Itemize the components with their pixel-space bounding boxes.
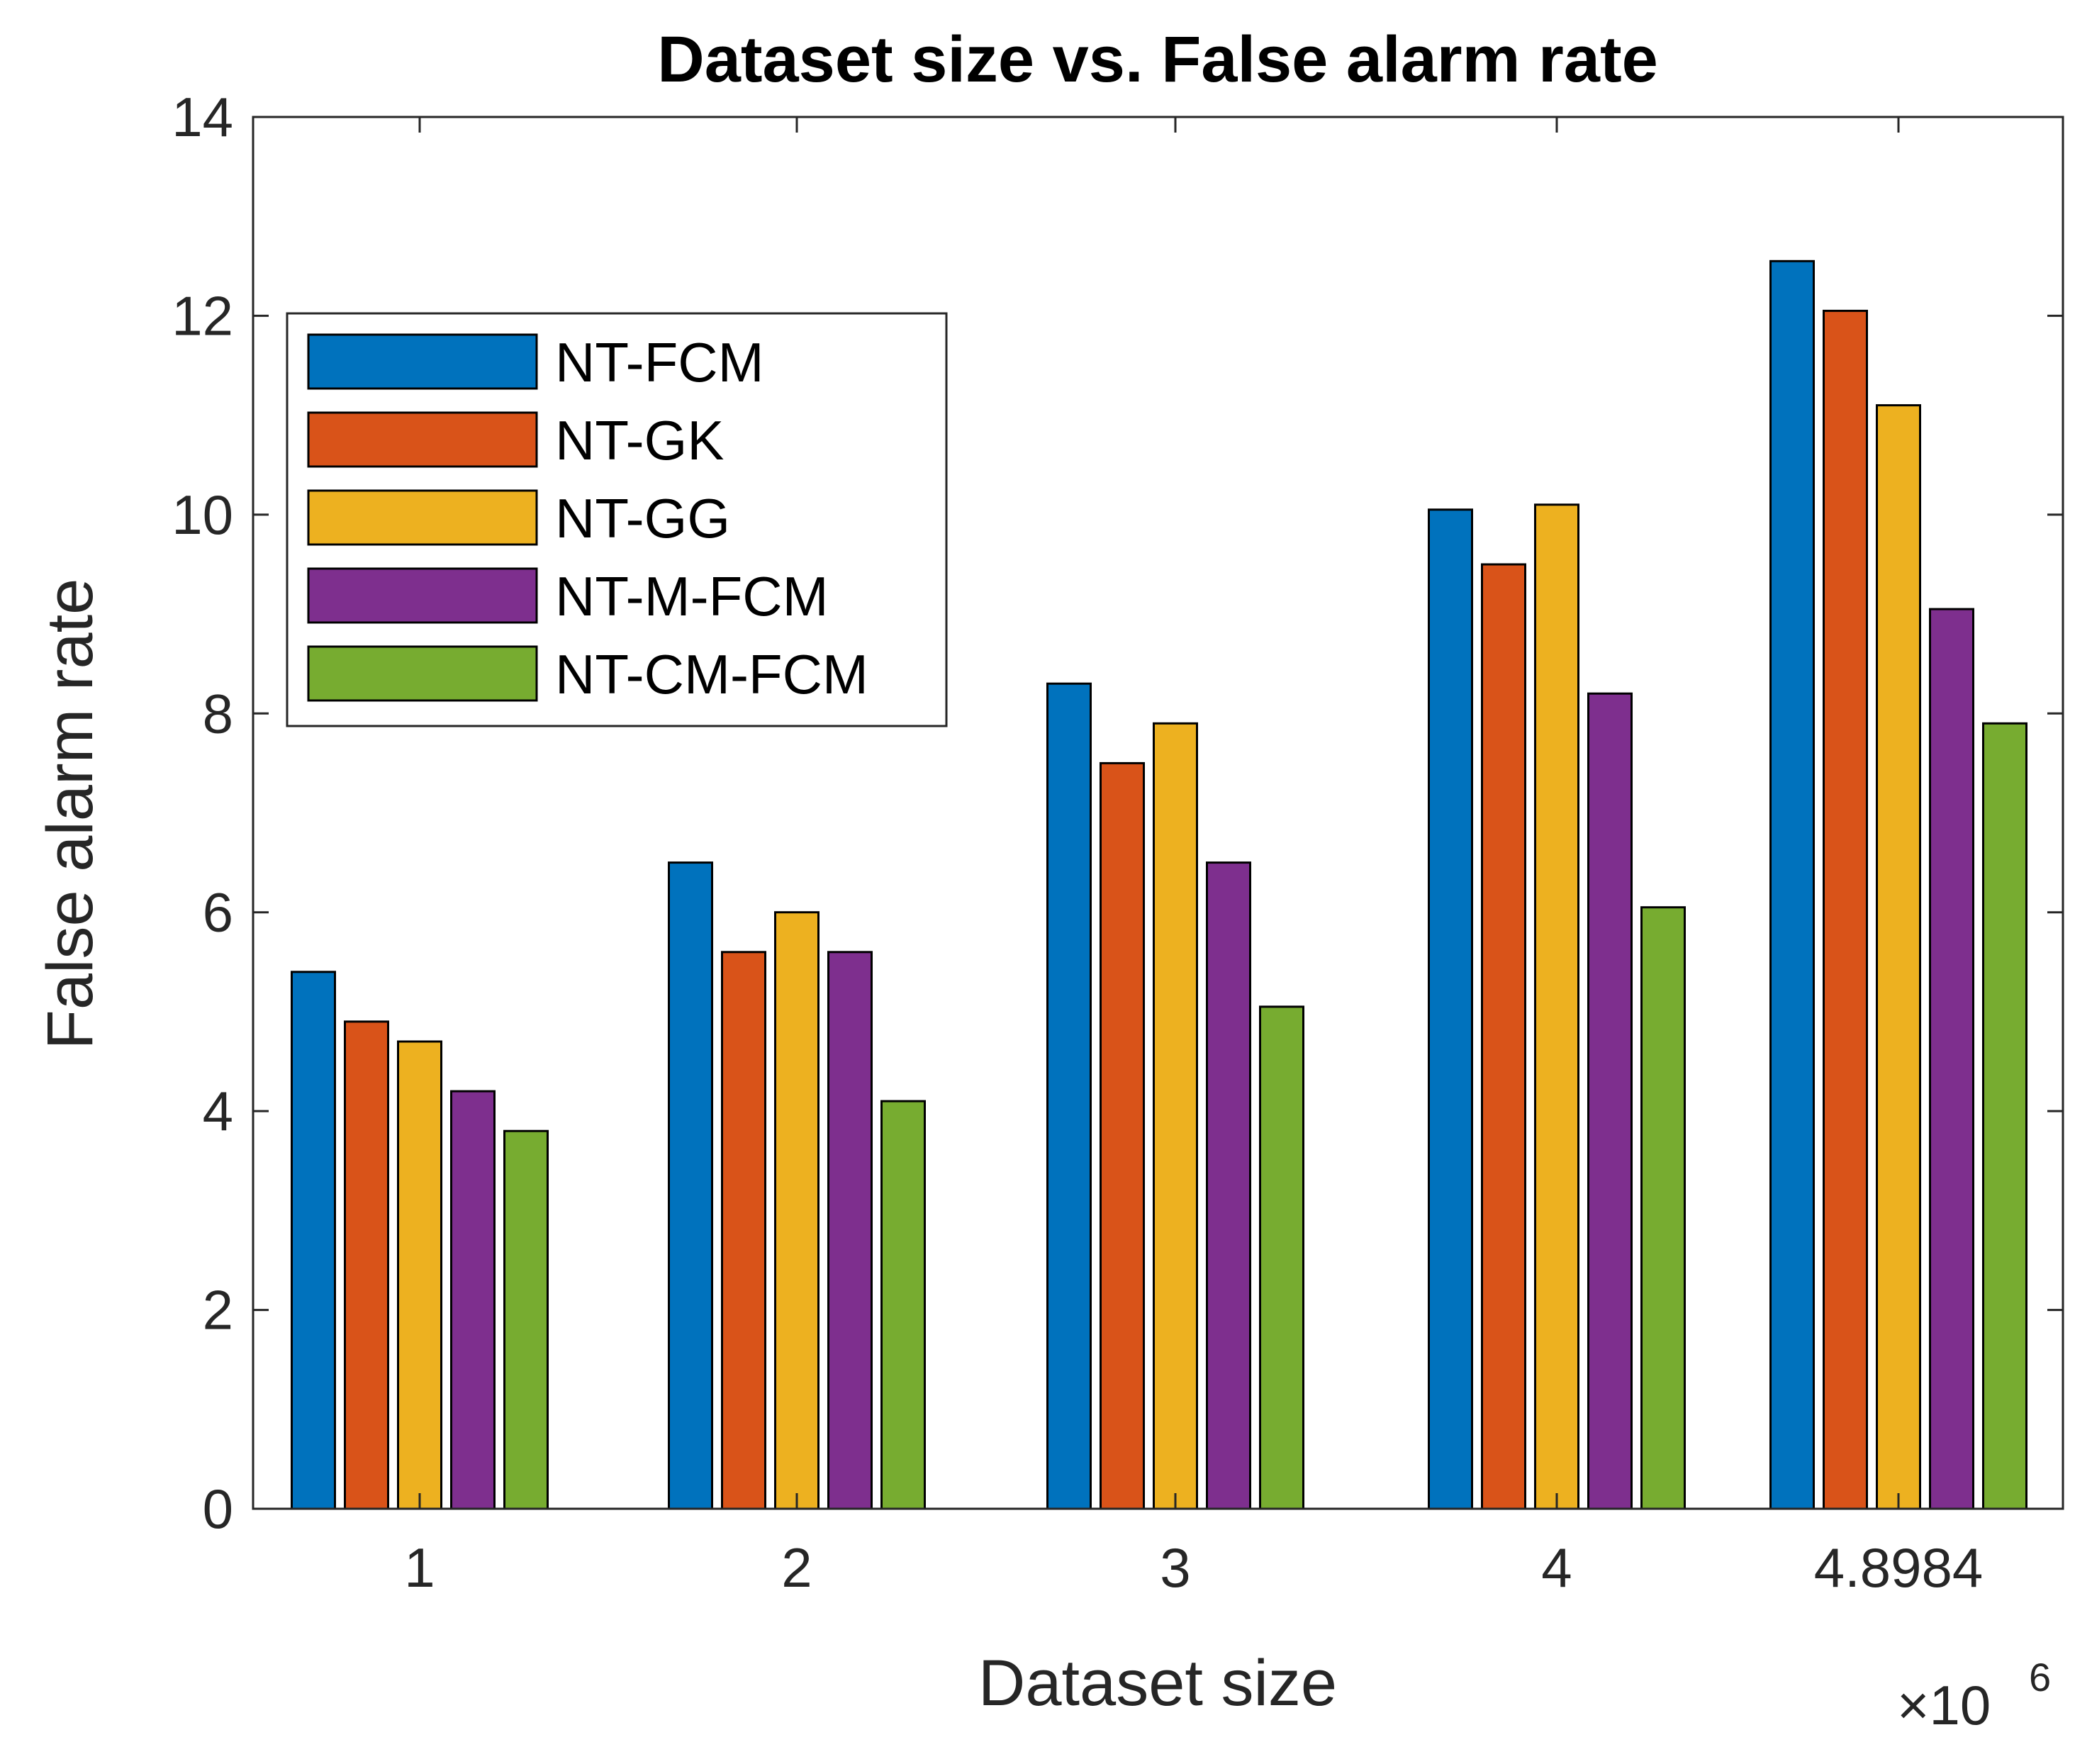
bar-nt-m-fcm-2: [1206, 861, 1251, 1510]
legend-swatch-nt-cm-fcm: [307, 645, 538, 702]
legend-swatch-nt-fcm: [307, 333, 538, 390]
legend-swatch-nt-gg: [307, 489, 538, 546]
plot-area: [291, 259, 2027, 1510]
x-multiplier-exponent: 6: [2029, 1655, 2051, 1699]
y-axis-label: False alarm rate: [34, 579, 106, 1050]
bar-nt-fcm-3: [1428, 508, 1473, 1510]
x-tick-label: 1: [404, 1536, 435, 1599]
bar-nt-gk-1: [721, 951, 766, 1510]
x-tick-label: 2: [781, 1536, 812, 1599]
bar-nt-m-fcm-1: [827, 951, 873, 1510]
bar-nt-gk-2: [1100, 761, 1145, 1510]
y-tick-label: 12: [172, 284, 233, 347]
y-tick-label: 4: [203, 1080, 233, 1142]
y-tick-label: 14: [172, 86, 233, 148]
bar-nt-m-fcm-4: [1929, 608, 1974, 1510]
legend-swatch-nt-m-fcm: [307, 567, 538, 624]
bar-nt-gk-3: [1481, 563, 1526, 1510]
legend-label-nt-fcm: NT-FCM: [555, 331, 764, 393]
bar-nt-gk-4: [1823, 309, 1868, 1510]
x-multiplier-base: ×10: [1897, 1674, 1991, 1736]
legend-label-nt-gk: NT-GK: [555, 409, 724, 471]
bar-nt-cm-fcm-4: [1982, 722, 2027, 1510]
bar-nt-fcm-0: [291, 971, 336, 1510]
bar-nt-cm-fcm-2: [1259, 1005, 1304, 1510]
bar-nt-m-fcm-3: [1587, 692, 1633, 1510]
bar-nt-fcm-1: [668, 861, 713, 1510]
bar-nt-fcm-4: [1769, 259, 1815, 1510]
chart-title: Dataset size vs. False alarm rate: [657, 23, 1658, 96]
legend-label-nt-gg: NT-GG: [555, 487, 730, 549]
y-tick-label: 6: [203, 881, 233, 944]
axes-box: [252, 116, 2064, 1510]
y-tick-label: 2: [203, 1279, 233, 1341]
legend-label-nt-cm-fcm: NT-CM-FCM: [555, 643, 868, 705]
y-tick-label: 0: [203, 1478, 233, 1540]
bar-nt-gg-2: [1153, 722, 1198, 1510]
legend-label-nt-m-fcm: NT-M-FCM: [555, 565, 829, 627]
bar-nt-gk-0: [344, 1020, 389, 1510]
bar-nt-gg-0: [397, 1040, 442, 1510]
x-tick-label: 4: [1541, 1536, 1572, 1599]
bar-nt-gg-4: [1876, 404, 1921, 1510]
bar-nt-cm-fcm-3: [1640, 906, 1686, 1510]
bar-nt-cm-fcm-0: [503, 1129, 549, 1510]
legend-swatch-nt-gk: [307, 411, 538, 468]
bar-nt-m-fcm-0: [450, 1090, 496, 1510]
bar-nt-gg-1: [774, 911, 820, 1510]
y-tick-label: 8: [203, 682, 233, 744]
x-tick-label: 3: [1160, 1536, 1190, 1599]
bar-nt-fcm-2: [1046, 682, 1092, 1510]
bar-nt-gg-3: [1534, 503, 1579, 1510]
x-axis-label: Dataset size: [978, 1647, 1337, 1719]
bar-nt-cm-fcm-1: [880, 1100, 926, 1510]
x-tick-label: 4.8984: [1814, 1536, 1984, 1599]
y-tick-label: 10: [172, 484, 233, 546]
x-axis-multiplier: ×10 6: [1897, 1655, 2051, 1736]
legend: NT-FCM NT-GK NT-GG NT-M-FCM NT-CM-FCM: [286, 312, 948, 727]
